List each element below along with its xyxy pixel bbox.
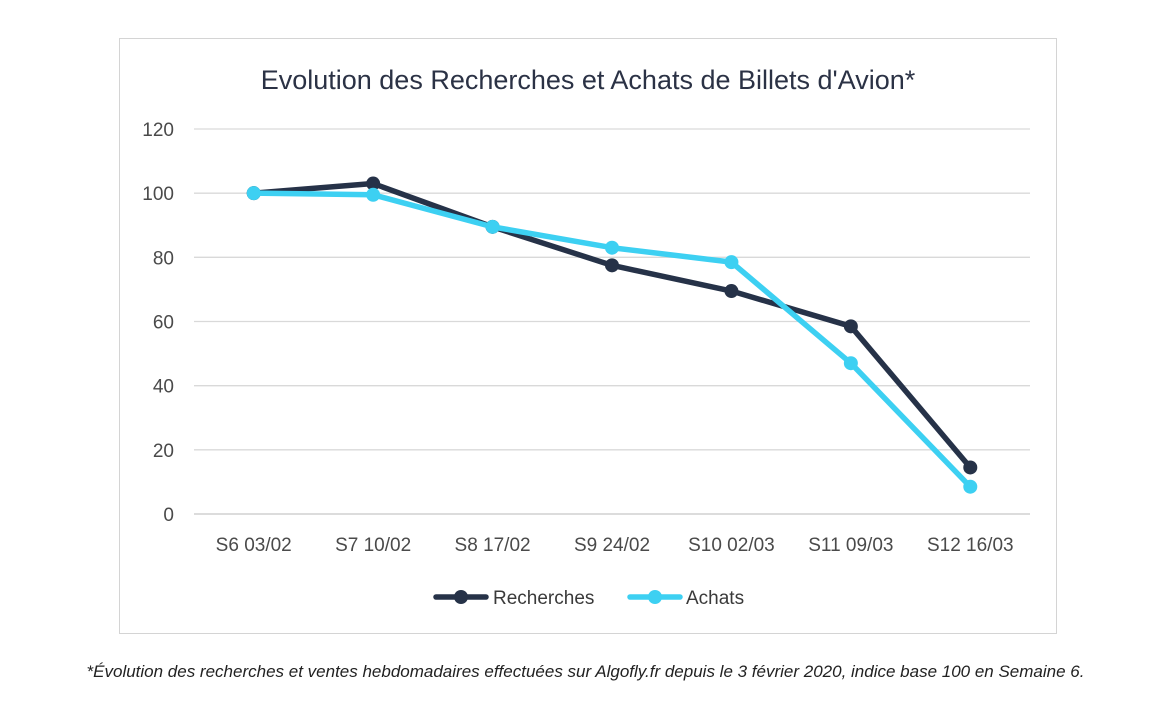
y-tick-label: 40 [153, 377, 174, 398]
data-point [246, 186, 261, 201]
y-tick-label: 0 [163, 505, 174, 526]
legend-label: Recherches [493, 588, 594, 609]
data-point [366, 176, 381, 191]
x-tick-label: S6 03/02 [216, 535, 292, 556]
data-point [605, 258, 619, 273]
series-achats [246, 186, 978, 494]
x-tick-label: S8 17/02 [455, 535, 531, 556]
legend-label: Achats [686, 588, 744, 609]
data-point [963, 460, 978, 475]
data-point [366, 187, 381, 202]
data-point [724, 255, 739, 270]
y-tick-label: 120 [142, 120, 174, 141]
chart-frame: Evolution des Recherches et Achats de Bi… [119, 38, 1057, 634]
x-axis-ticks: S6 03/02 S7 10/02 S8 17/02 S9 24/02 S10 02/0… [216, 535, 1014, 556]
data-point [605, 240, 619, 255]
x-tick-label: S9 24/02 [574, 535, 650, 556]
y-tick-label: 100 [142, 184, 174, 205]
x-tick-label: S12 16/03 [927, 535, 1014, 556]
legend-swatch-marker [648, 590, 662, 604]
y-axis-ticks: 0 20 40 60 80 100 120 [142, 120, 174, 526]
data-point [724, 284, 739, 299]
data-point [843, 356, 858, 371]
series-lines [246, 176, 978, 494]
legend: Recherches Achats [433, 588, 744, 609]
legend-item: Achats [627, 588, 744, 609]
data-point [485, 219, 500, 234]
legend-item: Recherches [433, 588, 594, 609]
data-point [963, 479, 978, 494]
line-chart: Evolution des Recherches et Achats de Bi… [142, 65, 1030, 609]
data-point [843, 319, 858, 334]
x-tick-label: S7 10/02 [335, 535, 411, 556]
series-line [250, 180, 974, 471]
y-tick-label: 20 [153, 441, 174, 462]
footnote: *Évolution des recherches et ventes hebd… [86, 662, 1085, 681]
series-recherches [246, 176, 978, 475]
x-tick-label: S11 09/03 [808, 535, 893, 556]
y-tick-label: 80 [153, 248, 174, 269]
x-tick-label: S10 02/03 [688, 535, 775, 556]
chart-title: Evolution des Recherches et Achats de Bi… [261, 65, 916, 95]
legend-swatch-marker [454, 590, 468, 604]
y-tick-label: 60 [153, 313, 174, 334]
